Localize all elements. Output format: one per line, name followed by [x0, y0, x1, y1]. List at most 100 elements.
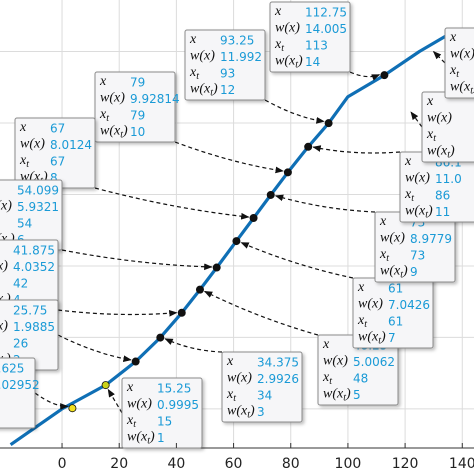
tip-value: 11.0 — [435, 172, 462, 186]
tip-label: w(x) — [100, 91, 125, 106]
x-tick-label: 60 — [225, 456, 243, 472]
tip-label: w(x) — [380, 231, 405, 246]
tip-value: 93.25 — [220, 34, 254, 48]
tip-label: x — [449, 30, 457, 45]
tip-value: 0.9995 — [157, 398, 199, 412]
data-tip: x41.875w(x)4.0352xt42w(xt)4 — [0, 239, 59, 311]
data-point — [101, 381, 110, 390]
tip-label: xt — [426, 127, 436, 144]
tip-label: x — [274, 4, 282, 19]
tip-label: w(x) — [450, 47, 474, 62]
tip-value: 12 — [220, 83, 235, 97]
tip-label: w(xt) — [100, 124, 128, 141]
data-point — [212, 263, 221, 272]
tip-label: xt — [379, 247, 389, 264]
tip-label: x — [99, 74, 107, 89]
tip-value: 5.9321 — [17, 200, 59, 214]
tip-label: w(xt) — [427, 144, 455, 161]
tip-label: xt — [19, 153, 29, 170]
tip-value: 15 — [157, 415, 172, 429]
tip-label: xt — [357, 313, 367, 330]
curve-line — [9, 33, 449, 447]
tip-value: 2.9926 — [257, 372, 299, 386]
data-point — [156, 333, 165, 342]
tip-label: w(x) — [323, 354, 348, 369]
tip-value: 48 — [353, 372, 368, 386]
tip-label: x — [404, 154, 412, 169]
data-point — [266, 190, 275, 199]
tip-value: 11.992 — [220, 50, 262, 64]
tip-label: x — [189, 32, 197, 47]
tip-label: w(xt) — [227, 404, 255, 421]
tip-arrow — [240, 242, 354, 279]
data-point — [304, 142, 313, 151]
data-point — [283, 168, 292, 177]
tip-value: 26 — [13, 337, 28, 351]
tip-arrow — [312, 145, 401, 154]
tip-value: 67 — [50, 155, 65, 169]
data-point — [324, 119, 333, 128]
tip-label: w(x) — [127, 397, 152, 412]
tip-value: 7.0426 — [388, 298, 430, 312]
tip-label: x — [322, 337, 330, 352]
tip-arrow — [203, 290, 319, 336]
tip-box — [184, 29, 266, 101]
tip-label: x — [357, 280, 365, 295]
tip-arrow — [107, 388, 123, 414]
tip-value: 3.625 — [0, 362, 24, 376]
tip-value: 113 — [305, 39, 328, 53]
tip-value: 15.25 — [157, 382, 191, 396]
tip-label: w(xt) — [358, 330, 386, 347]
tip-label: w(x) — [0, 259, 8, 274]
tip-box — [94, 71, 176, 143]
data-point — [380, 71, 389, 80]
data-tip: x54.099w(x)5.9321xt54w(xt)6 — [0, 179, 63, 251]
tip-label: w(xt) — [127, 430, 155, 447]
x-tick-label: 140 — [449, 456, 474, 472]
tip-value: 0.02952 — [0, 378, 40, 392]
tip-label: w(x) — [0, 199, 12, 214]
data-point — [249, 213, 258, 222]
data-tip: x 93.25 w(x) 11.992 xt 93w(xt) 12 — [184, 29, 266, 101]
tip-value: 34 — [257, 389, 272, 403]
data-tip: x3.625w(x)0.02952xtw(xt)0 — [0, 357, 40, 429]
tip-value: 73 — [410, 249, 425, 263]
tip-value: 61 — [388, 282, 403, 296]
tip-box — [121, 377, 203, 449]
tip-label: x — [426, 94, 434, 109]
x-tick-label: 80 — [282, 456, 300, 472]
tip-label: w(x) — [275, 21, 300, 36]
tip-label: xt — [274, 37, 284, 54]
tip-value: 9 — [410, 265, 418, 279]
tip-value: 61 — [388, 315, 403, 329]
tip-value: 42 — [13, 277, 28, 291]
tip-value: 1 — [157, 431, 165, 445]
tip-label: w(x) — [227, 371, 252, 386]
tip-label: w(x) — [0, 319, 8, 334]
tip-label: xt — [189, 65, 199, 82]
tip-box — [0, 357, 36, 429]
tip-value: 10 — [130, 125, 145, 139]
tip-label: xt — [449, 63, 459, 80]
tip-label: xt — [322, 370, 332, 387]
tip-label: w(x) — [405, 171, 430, 186]
tip-box — [221, 351, 303, 423]
tip-value: 8.0124 — [50, 138, 92, 152]
data-point — [68, 404, 77, 413]
tip-value: 5 — [353, 388, 361, 402]
tip-label: w(xt) — [275, 54, 303, 71]
tip-arrow — [61, 249, 213, 271]
x-tick-label: 0 — [58, 456, 67, 472]
tip-label: w(xt) — [190, 82, 218, 99]
tip-label: w(x) — [20, 137, 45, 152]
tip-value: 79 — [130, 109, 145, 123]
x-tick-label: 40 — [167, 456, 185, 472]
tip-value: 54.099 — [17, 184, 59, 198]
tip-value: 8.9779 — [410, 232, 452, 246]
tip-label: xt — [99, 107, 109, 124]
data-tip: x 34.375 w(x) 2.9926 xt 34w(xt) 3 — [221, 351, 303, 423]
tip-value: 112.75 — [305, 6, 347, 20]
tip-label: x — [19, 120, 27, 135]
